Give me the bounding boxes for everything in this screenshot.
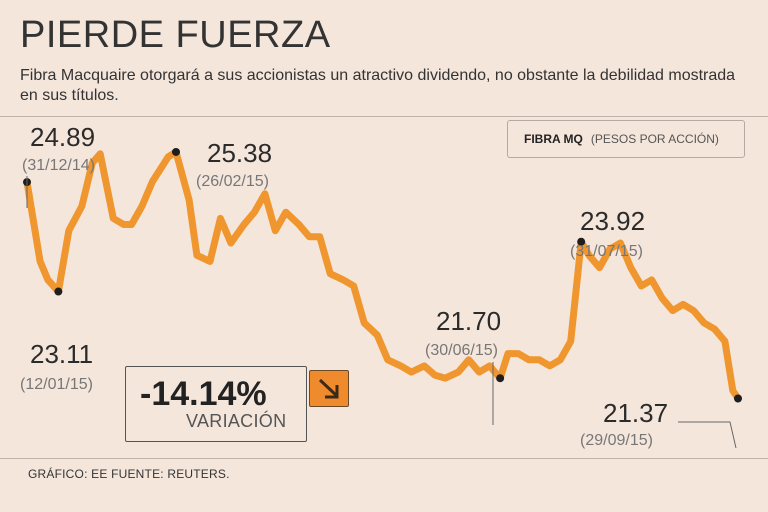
annotation-date: (26/02/15) [196,173,269,190]
annotation-value: 23.11 [30,339,93,369]
legend-box: FIBRA MQ (PESOS POR ACCIÓN) [507,120,745,158]
annotation-value: 25.38 [207,138,272,168]
annotation-value: 21.37 [603,398,668,428]
annotation-date: (29/09/15) [580,432,653,449]
plot-area [23,148,742,402]
variation-label: VARIACIÓN [186,411,287,431]
annotations-layer: 24.89 (31/12/14) 23.11 (12/01/15) 25.38 (26/0… [20,122,737,449]
variation-box: -14.14% VARIACIÓN [125,366,307,442]
annotation-date: (31/12/14) [22,157,95,174]
data-point-marker [54,287,63,296]
source-footer: GRÁFICO: EE FUENTE: REUTERS. [28,467,230,481]
arrow-down-right-icon [309,370,349,407]
variation-value: -14.14% [140,375,267,413]
data-point-marker [496,374,505,383]
top-divider [0,116,768,117]
data-point-marker [577,237,586,246]
legend-unit: (PESOS POR ACCIÓN) [590,132,719,146]
annotation-value: 21.70 [436,306,501,336]
legend-series-name: FIBRA MQ [524,132,583,146]
page-subtitle: Fibra Macquaire otorgará a sus accionist… [20,67,736,104]
annotation-leader-line [678,421,737,449]
data-point-marker [171,147,180,156]
page-title: PIERDE FUERZA [20,14,331,56]
annotation-date: (30/06/15) [425,342,498,359]
bottom-divider [0,458,768,459]
series-line-fibra-mq [23,148,742,402]
annotation-value: 23.92 [580,206,645,236]
data-point-marker [734,394,742,403]
annotation-date: (31/07/15) [570,243,643,260]
annotation-value: 24.89 [30,122,95,152]
markers-layer [23,147,742,403]
annotation-date: (12/01/15) [20,376,93,393]
